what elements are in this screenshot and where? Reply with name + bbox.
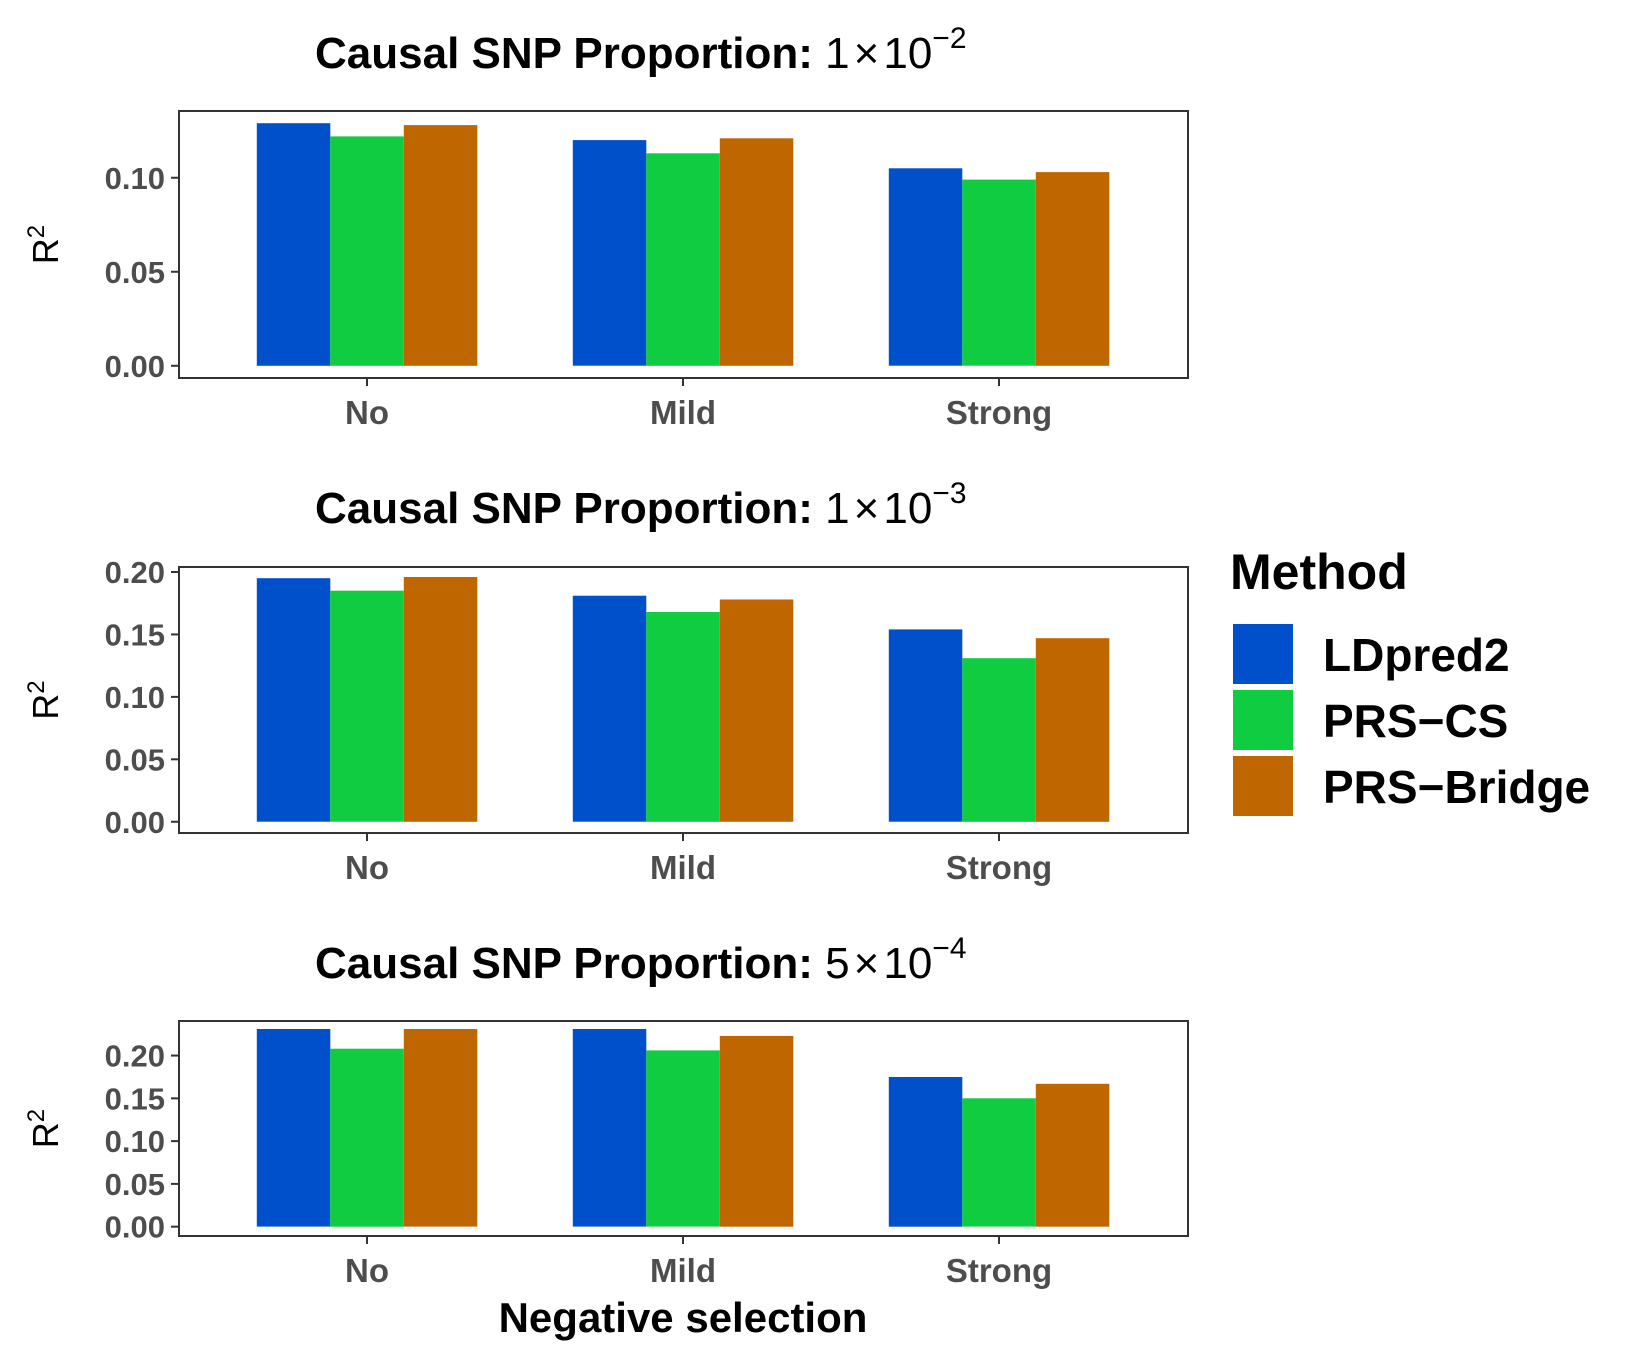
x-axis-title: Negative selection — [499, 1294, 868, 1341]
panel-title-times: × — [854, 29, 880, 78]
x-tick-label-no: No — [345, 394, 389, 431]
bar-prs-cs-mild — [646, 1050, 720, 1227]
x-tick-label-strong: Strong — [946, 849, 1052, 886]
y-tick-label: 0.10 — [105, 680, 165, 715]
panel-title-mantissa: 1 — [825, 29, 849, 78]
panel-2-title: Causal SNP Proportion: 1×10−3 — [315, 477, 967, 533]
x-tick-label-mild: Mild — [650, 1252, 716, 1289]
legend-item-ldpred2: LDpred2 — [1233, 624, 1510, 684]
panel-title-base: 10 — [883, 484, 932, 533]
chart-panels: Causal SNP Proportion: 1×10−20.000.050.1… — [23, 22, 1189, 1289]
y-tick-label: 0.20 — [105, 1039, 165, 1074]
y-axis-title: R2 — [23, 1109, 66, 1148]
x-tick-label-no: No — [345, 849, 389, 886]
y-tick-label: 0.15 — [105, 1081, 165, 1116]
legend-title: Method — [1230, 544, 1408, 600]
panel-title-exponent: −2 — [932, 22, 966, 55]
y-tick-label: 0.15 — [105, 617, 165, 652]
bar-prs-cs-no — [330, 590, 404, 822]
bar-prs-cs-strong — [962, 658, 1036, 822]
panel-title-label: Causal SNP Proportion: — [315, 484, 825, 533]
bar-prs-cs-mild — [646, 612, 720, 822]
y-tick-label: 0.10 — [105, 161, 165, 196]
y-axis-title-sup: 2 — [23, 225, 50, 238]
panel-3: Causal SNP Proportion: 5×10−4 0.00 0.05 0.1… — [23, 932, 1189, 1289]
panel-title-exponent: −4 — [932, 932, 966, 965]
bar-prs-bridge-mild — [719, 1035, 794, 1227]
panel-title-exponent: −3 — [932, 477, 966, 510]
bar-prs-bridge-mild — [719, 138, 794, 366]
bar-prs-cs-no — [330, 1048, 404, 1227]
panel-title-mantissa: 5 — [825, 939, 849, 988]
y-tick-label: 0.05 — [105, 255, 165, 290]
y-tick-label: 0.05 — [105, 742, 165, 777]
legend-item-prs-cs: PRS−CS — [1233, 690, 1508, 750]
y-axis-title: R2 — [23, 680, 66, 719]
legend-item-prs-bridge: PRS−Bridge — [1233, 756, 1590, 816]
legend-key-ldpred2 — [1233, 624, 1293, 684]
bar-prs-bridge-no — [403, 577, 478, 822]
panel-2: Causal SNP Proportion: 1×10−3 0.00 0.05 0.1… — [23, 477, 1189, 886]
bar-ldpred2-no — [256, 123, 331, 366]
panel-title-base: 10 — [883, 29, 932, 78]
panel-title-label: Causal SNP Proportion: — [315, 29, 825, 78]
x-tick-label-mild: Mild — [650, 849, 716, 886]
panel-title-mantissa: 1 — [825, 484, 849, 533]
bar-ldpred2-strong — [888, 1077, 963, 1227]
bar-prs-cs-mild — [646, 153, 720, 366]
panel-3-title: Causal SNP Proportion: 5×10−4 — [315, 932, 967, 988]
bar-prs-bridge-strong — [1035, 1083, 1110, 1227]
legend-label-ldpred2: LDpred2 — [1323, 629, 1510, 681]
y-axis-title-sup: 2 — [23, 680, 50, 693]
bar-prs-bridge-no — [403, 125, 478, 366]
x-tick-label-strong: Strong — [946, 1252, 1052, 1289]
y-tick-label: 0.10 — [105, 1124, 165, 1159]
legend-label-prs-cs: PRS−CS — [1323, 695, 1508, 747]
y-tick-label: 0.00 — [105, 1210, 165, 1245]
y-tick-label: 0.00 — [105, 349, 165, 384]
bar-prs-bridge-strong — [1035, 638, 1110, 822]
bar-ldpred2-mild — [572, 1029, 647, 1227]
bar-prs-cs-no — [330, 136, 404, 366]
panel-title-label: Causal SNP Proportion: — [315, 939, 825, 988]
bar-ldpred2-mild — [572, 595, 647, 822]
legend-key-prs-cs — [1233, 690, 1293, 750]
bar-prs-bridge-mild — [719, 599, 794, 822]
y-tick-label: 0.00 — [105, 805, 165, 840]
bar-prs-cs-strong — [962, 179, 1036, 366]
y-tick-label: 0.20 — [105, 555, 165, 590]
y-tick-label: 0.05 — [105, 1167, 165, 1202]
panel-title-times: × — [854, 939, 880, 988]
x-tick-label-strong: Strong — [946, 394, 1052, 431]
bar-ldpred2-no — [256, 578, 331, 822]
legend-label-prs-bridge: PRS−Bridge — [1323, 761, 1590, 813]
legend: Method LDpred2 PRS−CS PRS−Bridge — [1230, 544, 1590, 816]
y-axis-title-base: R — [25, 1122, 66, 1148]
panel-1-title: Causal SNP Proportion: 1×10−2 — [315, 22, 967, 78]
legend-key-prs-bridge — [1233, 756, 1293, 816]
bar-ldpred2-strong — [888, 168, 963, 366]
y-axis-title: R2 — [23, 225, 66, 264]
panel-1: Causal SNP Proportion: 1×10−2 0.00 0.05 0.1… — [23, 22, 1189, 431]
bar-ldpred2-no — [256, 1029, 331, 1227]
y-axis-title-base: R — [25, 238, 66, 264]
panel-title-base: 10 — [883, 939, 932, 988]
bar-prs-bridge-strong — [1035, 172, 1110, 366]
panel-title-times: × — [854, 484, 880, 533]
bar-prs-bridge-no — [403, 1029, 478, 1227]
y-axis-title-base: R — [25, 694, 66, 720]
x-tick-label-no: No — [345, 1252, 389, 1289]
y-axis-title-sup: 2 — [23, 1109, 50, 1122]
bar-ldpred2-mild — [572, 140, 647, 366]
x-tick-label-mild: Mild — [650, 394, 716, 431]
bar-prs-cs-strong — [962, 1098, 1036, 1227]
bar-ldpred2-strong — [888, 629, 963, 822]
